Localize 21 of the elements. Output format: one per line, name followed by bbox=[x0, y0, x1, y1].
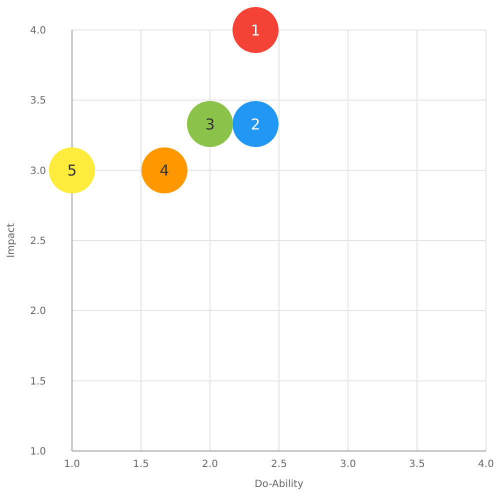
x-tick-label: 1.5 bbox=[133, 459, 149, 470]
annotation: 4 bbox=[160, 162, 170, 180]
y-axis-title: Impact bbox=[6, 223, 17, 258]
x-tick-label: 3.0 bbox=[340, 459, 356, 470]
x-tick-label: 2.0 bbox=[202, 459, 218, 470]
annotation: 3 bbox=[205, 115, 215, 134]
x-axis-title: Do-Ability bbox=[254, 479, 304, 490]
y-tick-label: 3.5 bbox=[30, 96, 46, 107]
y-tick-label: 2.0 bbox=[30, 306, 46, 318]
y-tick-label: 1.5 bbox=[30, 376, 46, 388]
annotation: 1 bbox=[250, 21, 260, 40]
annotation: 2 bbox=[250, 115, 260, 134]
x-tick-label: 2.5 bbox=[271, 459, 287, 470]
x-tick-label: 4.0 bbox=[478, 459, 494, 470]
y-tick-label: 3.0 bbox=[30, 166, 46, 177]
y-tick-label: 1.0 bbox=[30, 446, 46, 458]
annotation: 5 bbox=[67, 162, 77, 180]
x-tick-label: 1.0 bbox=[64, 459, 80, 470]
x-tick-label: 3.5 bbox=[409, 459, 425, 470]
y-tick-label: 2.5 bbox=[30, 236, 46, 247]
y-tick-label: 4.0 bbox=[30, 26, 46, 36]
